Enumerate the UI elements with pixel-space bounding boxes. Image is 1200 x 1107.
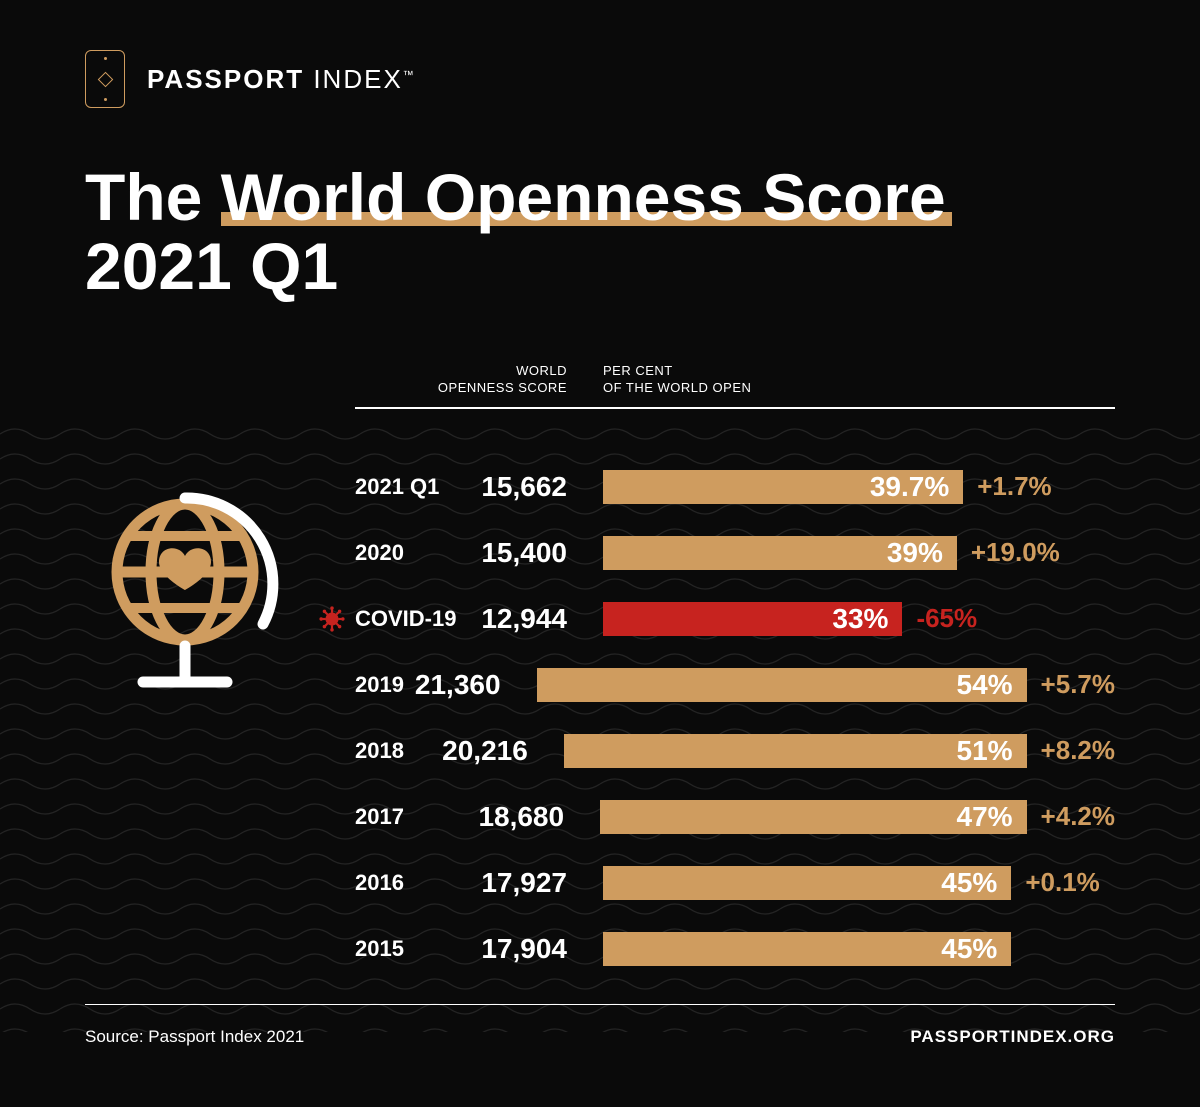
row-score: 17,927 — [475, 867, 585, 899]
row-bar-wrap: 45% +0.1% — [585, 866, 1115, 900]
row-bar: 45% — [603, 932, 1011, 966]
footer-source: Source: Passport Index 2021 — [85, 1027, 304, 1047]
logo-icon — [85, 50, 125, 108]
row-bar: 54% — [537, 668, 1027, 702]
row-bar-wrap: 51% +8.2% — [546, 734, 1115, 768]
row-bar: 45% — [603, 866, 1011, 900]
row-score: 18,680 — [473, 801, 582, 833]
row-bar: 33% — [603, 602, 902, 636]
row-bar-wrap: 39% +19.0% — [585, 536, 1115, 570]
row-year: COVID-19 — [355, 606, 475, 632]
title-post: 2021 Q1 — [85, 229, 338, 303]
row-year: 2015 — [355, 936, 475, 962]
globe-heart-icon — [95, 492, 285, 692]
row-year: 2017 — [355, 804, 473, 830]
title-highlight: World Openness Score — [221, 163, 946, 232]
row-bar-wrap: 54% +5.7% — [519, 668, 1115, 702]
row-delta: -65% — [916, 603, 977, 634]
row-score: 12,944 — [475, 603, 585, 635]
chart-row: 201718,680 47% +4.2% — [355, 784, 1115, 850]
brand-rest: INDEX — [304, 64, 403, 94]
brand-name: PASSPORT INDEX™ — [147, 64, 416, 95]
chart-area: WORLD OPENNESS SCORE PER CENT OF THE WOR… — [0, 362, 1200, 982]
row-bar-wrap: 39.7% +1.7% — [585, 470, 1115, 504]
row-delta: +1.7% — [977, 471, 1051, 502]
chart-rows: 2021 Q115,662 39.7% +1.7% 202015,400 39% +19.… — [355, 454, 1115, 982]
row-score: 20,216 — [442, 735, 546, 767]
header-percent: PER CENT OF THE WORLD OPEN — [585, 362, 1115, 409]
page-title: The World Openness Score 2021 Q1 — [0, 163, 1200, 302]
openness-chart: WORLD OPENNESS SCORE PER CENT OF THE WOR… — [355, 362, 1115, 982]
virus-icon — [319, 606, 345, 632]
row-score: 21,360 — [415, 669, 519, 701]
row-score: 15,400 — [475, 537, 585, 569]
row-bar: 47% — [600, 800, 1026, 834]
row-year: 2021 Q1 — [355, 474, 475, 500]
row-bar-wrap: 45% — [585, 932, 1115, 966]
row-delta: +4.2% — [1041, 801, 1115, 832]
chart-row: COVID-1912,944 33% -65% — [355, 586, 1115, 652]
chart-row: 201820,216 51% +8.2% — [355, 718, 1115, 784]
column-headers: WORLD OPENNESS SCORE PER CENT OF THE WOR… — [355, 362, 1115, 409]
row-delta: +5.7% — [1041, 669, 1115, 700]
header-score: WORLD OPENNESS SCORE — [355, 362, 585, 409]
chart-row: 201617,927 45% +0.1% — [355, 850, 1115, 916]
brand-bold: PASSPORT — [147, 64, 304, 94]
chart-row: 201517,904 45% — [355, 916, 1115, 982]
row-score: 17,904 — [475, 933, 585, 965]
row-year: 2016 — [355, 870, 475, 896]
row-bar-wrap: 33% -65% — [585, 602, 1115, 636]
row-year: 2020 — [355, 540, 475, 566]
chart-row: 201921,360 54% +5.7% — [355, 652, 1115, 718]
title-pre: The — [85, 160, 221, 234]
row-year: 2019 — [355, 672, 415, 698]
row-delta: +19.0% — [971, 537, 1060, 568]
row-score: 15,662 — [475, 471, 585, 503]
chart-row: 202015,400 39% +19.0% — [355, 520, 1115, 586]
row-year: 2018 — [355, 738, 442, 764]
row-bar: 39% — [603, 536, 957, 570]
chart-row: 2021 Q115,662 39.7% +1.7% — [355, 454, 1115, 520]
header: PASSPORT INDEX™ — [0, 50, 1200, 108]
row-bar: 51% — [564, 734, 1027, 768]
footer-url: PASSPORTINDEX.ORG — [910, 1027, 1115, 1047]
row-bar: 39.7% — [603, 470, 963, 504]
footer: Source: Passport Index 2021 PASSPORTINDE… — [85, 1004, 1115, 1047]
row-delta: +8.2% — [1041, 735, 1115, 766]
row-delta: +0.1% — [1025, 867, 1099, 898]
brand-tm: ™ — [403, 69, 416, 81]
row-bar-wrap: 47% +4.2% — [582, 800, 1115, 834]
